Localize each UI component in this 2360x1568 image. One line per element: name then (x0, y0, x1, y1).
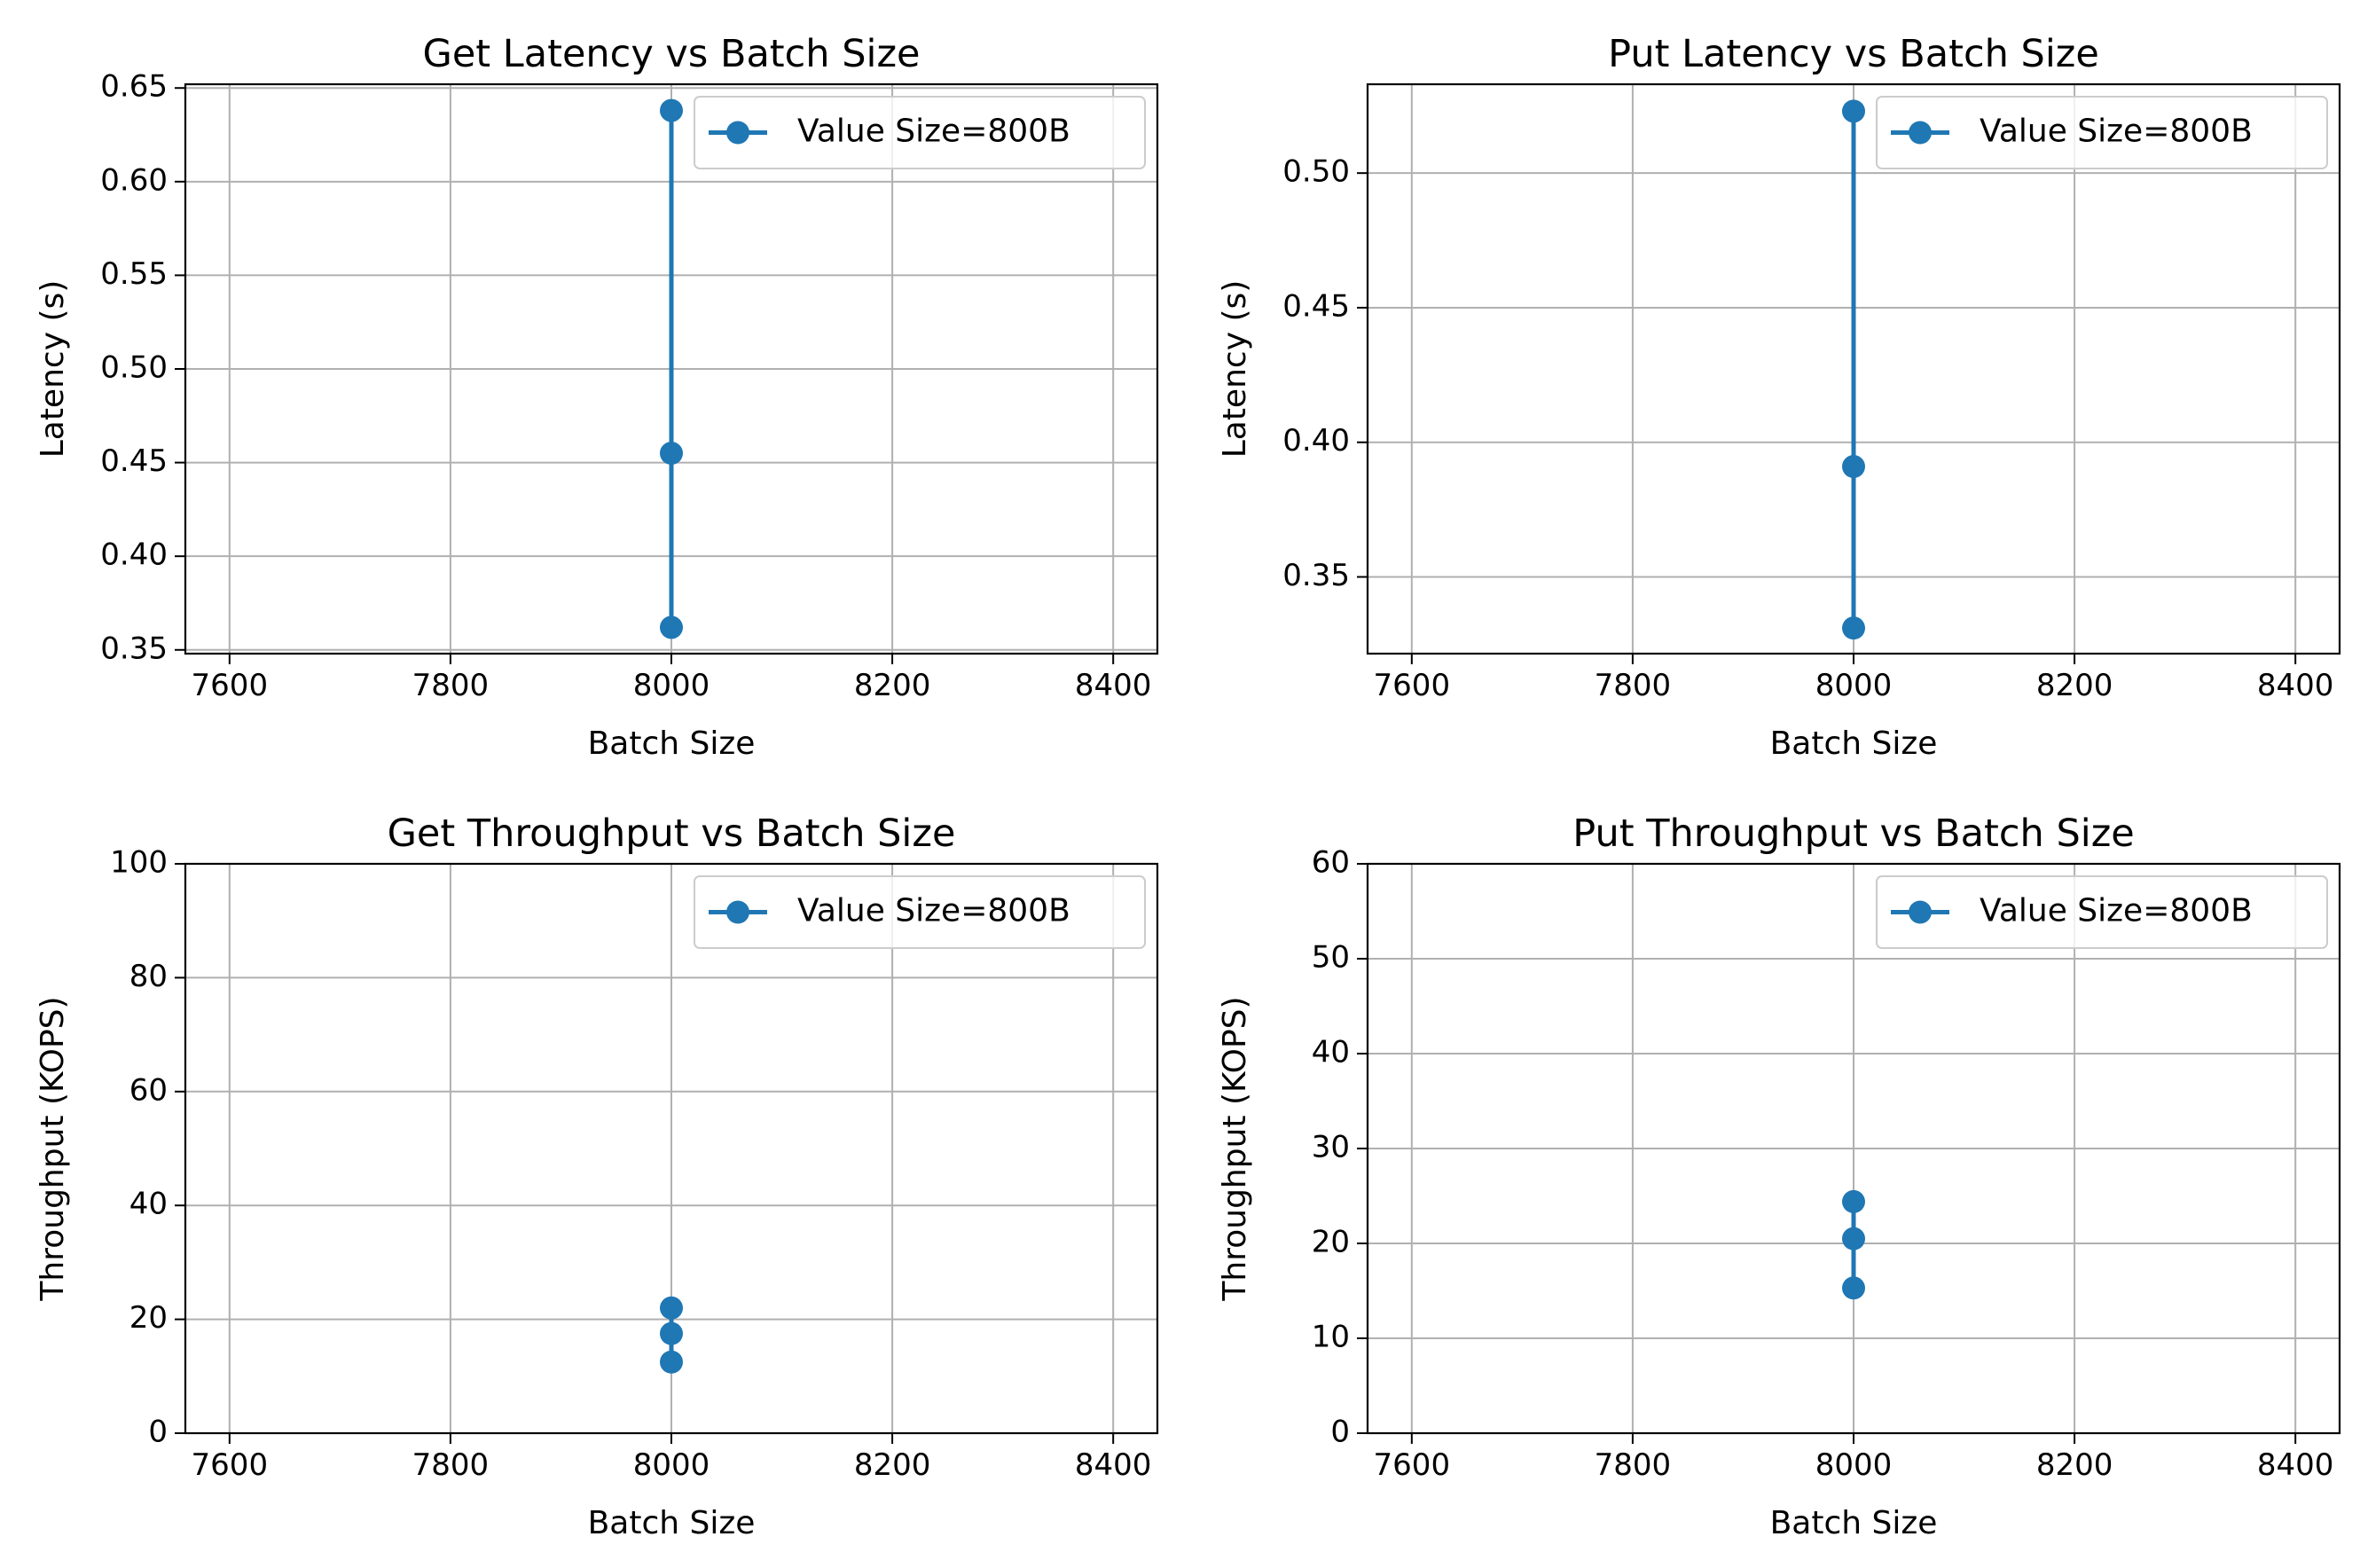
y-axis-label: Latency (s) (35, 280, 71, 459)
y-tick-label: 20 (129, 1300, 168, 1336)
subplot-title: Get Latency vs Batch Size (423, 32, 921, 76)
x-tick-label: 7600 (192, 668, 269, 703)
data-point (660, 615, 683, 639)
x-tick-label: 8000 (633, 1447, 710, 1483)
subplot-2: 7600 7800 8000 8200 8400 0.35 0.40 0.45 0.50 Put … (1217, 32, 2341, 762)
y-tick-label: 0.45 (1282, 288, 1350, 324)
y-tick-label: 0.60 (100, 162, 168, 198)
x-tick-label: 8200 (2036, 1447, 2113, 1483)
x-tick-label: 8000 (1815, 668, 1893, 703)
y-axis-label: Throughput (KOPS) (1217, 996, 1253, 1301)
data-point (1842, 1276, 1865, 1300)
y-tick-label: 100 (110, 845, 168, 881)
y-axis-label: Latency (s) (1217, 280, 1253, 459)
y-tick-label: 60 (1312, 845, 1350, 881)
y-tick-label: 0 (148, 1415, 168, 1450)
legend-box (694, 875, 1146, 949)
data-point (1842, 455, 1865, 479)
y-tick-label: 60 (129, 1072, 168, 1108)
x-tick-label: 8400 (2257, 668, 2334, 703)
x-tick-label: 8000 (1815, 1447, 1893, 1483)
x-tick-label: 8200 (854, 668, 931, 703)
x-tick-label: 8000 (633, 668, 710, 703)
data-point (1842, 616, 1865, 640)
x-tick-label: 7600 (1374, 1447, 1451, 1483)
data-point (660, 442, 683, 466)
legend-label: Value Size=800B (1980, 893, 2253, 929)
y-tick-label: 0 (1330, 1415, 1350, 1450)
axes-frame (1366, 82, 2341, 655)
x-tick-label: 8400 (1075, 668, 1152, 703)
subplot-title: Put Latency vs Batch Size (1608, 32, 2099, 76)
y-tick-label: 40 (1312, 1035, 1350, 1070)
data-point (1842, 99, 1865, 123)
y-tick-label: 0.35 (1282, 558, 1350, 593)
subplot-title: Get Throughput vs Batch Size (388, 811, 956, 856)
subplot-4: 7600 7800 8000 8200 8400 0 10 20 30 40 50 60 Put Thr… (1217, 811, 2341, 1541)
data-point (660, 98, 683, 122)
legend-marker (1909, 121, 1932, 145)
y-tick-label: 0.40 (1282, 423, 1350, 459)
axes-frame (184, 82, 1159, 655)
legend: Value Size=800B (694, 96, 1146, 169)
data-point (660, 1350, 683, 1374)
x-tick-label: 8400 (2257, 1447, 2334, 1483)
legend-marker (726, 900, 749, 924)
data-point (1842, 1227, 1865, 1250)
y-tick-label: 80 (129, 959, 168, 994)
y-tick-label: 0.40 (100, 537, 168, 573)
legend: Value Size=800B (694, 875, 1146, 949)
data-point (1842, 1189, 1865, 1213)
x-axis-label: Batch Size (588, 725, 756, 762)
legend-marker (1909, 900, 1932, 924)
y-axis-label: Throughput (KOPS) (35, 996, 71, 1301)
x-tick-label: 7800 (1595, 668, 1672, 703)
axes-frame (184, 862, 1159, 1435)
data-point (660, 1321, 683, 1345)
x-tick-label: 8200 (854, 1447, 931, 1483)
legend-label: Value Size=800B (797, 114, 1070, 150)
legend-label: Value Size=800B (797, 893, 1070, 929)
x-tick-label: 8400 (1075, 1447, 1152, 1483)
legend-marker (726, 121, 749, 145)
legend-label: Value Size=800B (1980, 114, 2253, 150)
x-tick-label: 8200 (2036, 668, 2113, 703)
subplot-3: 7600 7800 8000 8200 8400 0 20 40 60 80 100 Get Thro… (35, 811, 1159, 1541)
legend: Value Size=800B (1876, 875, 2328, 949)
x-tick-label: 7600 (1374, 668, 1451, 703)
x-axis-label: Batch Size (588, 1505, 756, 1541)
y-tick-label: 0.50 (100, 350, 168, 386)
legend-box (1876, 875, 2328, 949)
subplot-title: Put Throughput vs Batch Size (1572, 811, 2134, 856)
y-tick-label: 20 (1312, 1225, 1350, 1260)
y-tick-label: 0.65 (100, 69, 168, 105)
x-tick-label: 7800 (412, 668, 490, 703)
y-tick-label: 0.55 (100, 256, 168, 292)
legend: Value Size=800B (1876, 96, 2328, 169)
y-tick-label: 50 (1312, 940, 1350, 976)
y-tick-label: 0.50 (1282, 154, 1350, 190)
x-tick-label: 7600 (192, 1447, 269, 1483)
y-tick-label: 40 (129, 1187, 168, 1222)
y-tick-label: 10 (1312, 1320, 1350, 1355)
data-point (660, 1296, 683, 1320)
y-tick-label: 0.45 (100, 443, 168, 479)
y-tick-label: 0.35 (100, 631, 168, 666)
axes-frame (1366, 862, 2341, 1435)
x-tick-label: 7800 (1595, 1447, 1672, 1483)
subplot-1: 7600 7800 8000 8200 8400 0.35 0.40 0.45 0.50 0.55… (35, 32, 1159, 762)
y-tick-label: 30 (1312, 1130, 1350, 1165)
x-axis-label: Batch Size (1770, 725, 1938, 762)
x-axis-label: Batch Size (1770, 1505, 1938, 1541)
legend-box (694, 96, 1146, 169)
legend-box (1876, 96, 2328, 169)
x-tick-label: 7800 (412, 1447, 490, 1483)
